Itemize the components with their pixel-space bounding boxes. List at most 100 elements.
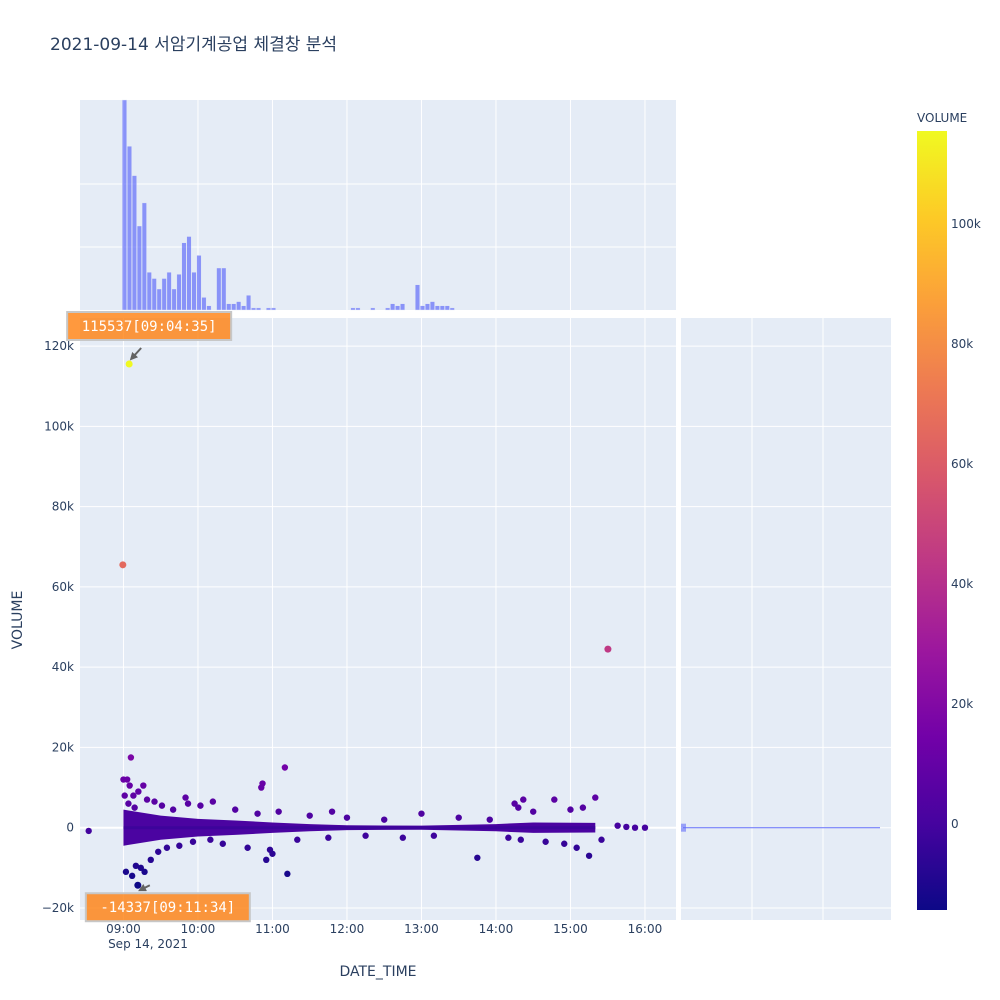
marginal-plot-area [681,318,891,920]
histogram-bar [166,272,172,311]
scatter-point [343,814,351,821]
y-tick-label: 60k [52,580,74,594]
scatter-point [275,808,282,815]
scatter-point [418,810,425,817]
histogram-bar [221,267,227,311]
histogram-bar [231,303,237,311]
histogram-bar [415,284,420,311]
x-date-label: Sep 14, 2021 [108,937,188,951]
y-tick-label: 100k [44,419,74,433]
histogram-bar [141,202,147,311]
histogram-bar [156,288,162,311]
scatter-point [561,840,568,847]
y-tick-label: −20k [42,901,74,915]
scatter-point [147,856,154,863]
histogram-bar [370,307,376,311]
x-tick-label: 12:00 [330,922,365,936]
histogram-bar [424,303,430,311]
scatter-point [486,816,493,823]
scatter-point [259,780,266,787]
colorbar-tick-label: 60k [951,457,973,471]
scatter-point [306,812,313,819]
scatter-point [232,806,239,813]
scatter-point [551,796,558,803]
scatter-point [598,836,605,843]
histogram-bar [126,145,132,311]
scatter-point [381,816,388,823]
y-axis-title: VOLUME [10,591,26,650]
scatter-point [219,840,226,847]
histogram-bar [251,307,257,311]
scatter-point [169,806,177,813]
scatter-point [631,824,639,831]
histogram-bar [186,236,192,311]
highlight-point [125,360,133,368]
histogram-bar [271,307,276,311]
scatter-point [281,764,289,771]
annotation-arrow [138,883,151,892]
x-tick-label: 16:00 [628,922,663,936]
annotations: 115537[09:04:35] -14337[09:11:34] [66,311,251,923]
histogram-bar [444,305,450,311]
scatter-point [207,836,214,843]
x-axis-ticks: 09:00 10:00 11:00 12:00 13:00 14:00 15:00 16:00 [106,922,662,936]
scatter-point [155,848,162,855]
scatter-point [137,864,145,872]
scatter-point [263,856,270,863]
highlight-point [119,561,127,569]
histogram-bar [266,307,271,311]
histogram-bar [151,278,157,311]
histogram-bar [256,307,261,311]
scatter-point [573,844,580,851]
colorbar-tick-label: 20k [951,697,973,711]
histogram-bar [434,305,440,311]
marginal-box [681,823,686,832]
x-tick-label: 15:00 [553,922,588,936]
highlight-point [134,881,142,889]
scatter-point [455,814,462,821]
scatter-point [517,836,524,843]
colorbar-tick-label: 100k [951,217,981,231]
scatter-point [284,870,291,878]
scatter-point [505,834,512,841]
annotation-box [66,311,233,342]
dense-trade-band [123,809,596,846]
histogram-bar [161,278,167,311]
histogram-bar [400,303,406,311]
histogram-bars [122,99,455,311]
scatter-point [530,808,537,815]
colorbar-tick-label: 40k [951,577,973,591]
y-axis-ticks: −20k 0 20k 40k 60k 80k 100k 120k [42,339,74,915]
scatter-point [125,800,132,807]
histogram-bar [181,242,187,311]
highlight-point [604,645,612,653]
scatter-point [328,808,336,815]
scatter-point [592,794,599,801]
scatter-point [163,844,171,851]
colorbar-tick-label: 80k [951,337,973,351]
histogram-bar [216,267,222,311]
scatter-point [182,794,189,801]
y-tick-label: 80k [52,500,74,514]
histogram-bar [449,307,455,311]
scatter-point [430,832,438,839]
histogram-bar [355,307,361,311]
histogram-bar [350,307,356,311]
x-tick-label: 10:00 [181,922,216,936]
histogram-bar [176,274,182,311]
x-tick-label: 11:00 [255,922,290,936]
scatter-points [85,360,649,889]
scatter-point [542,838,549,845]
y-tick-label: 120k [44,339,74,353]
scatter-point [567,806,574,813]
scatter-point [121,792,128,799]
colorbar [917,131,947,910]
scatter-point [128,872,136,880]
histogram-bar [246,295,252,311]
histogram-bar [136,225,142,311]
histogram-bar [439,305,445,311]
colorbar-ticks: 0 20k 40k 60k 80k 100k [951,217,981,831]
scatter-point [254,810,261,817]
scatter-point [127,754,135,761]
